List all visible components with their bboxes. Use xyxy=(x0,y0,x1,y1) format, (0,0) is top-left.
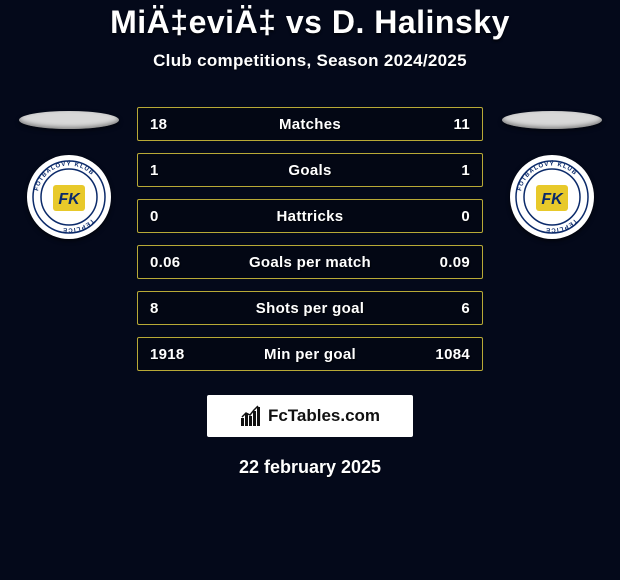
teplice-badge-icon: FOTBALOVÝ KLUB TEPLICE FK xyxy=(514,159,590,235)
page-subtitle: Club competitions, Season 2024/2025 xyxy=(0,51,620,71)
left-player-column: FOTBALOVÝ KLUB TEPLICE FK xyxy=(0,107,137,239)
svg-text:FK: FK xyxy=(58,191,81,208)
stat-label: Matches xyxy=(198,116,422,133)
stat-right-value: 0 xyxy=(422,208,482,225)
stat-bar: 0Hattricks0 xyxy=(137,199,483,233)
right-player-column: FOTBALOVÝ KLUB TEPLICE FK xyxy=(483,107,620,239)
left-club-badge: FOTBALOVÝ KLUB TEPLICE FK xyxy=(27,155,111,239)
svg-text:FK: FK xyxy=(541,191,564,208)
source-label: FcTables.com xyxy=(268,406,380,426)
snapshot-date: 22 february 2025 xyxy=(0,457,620,478)
stat-left-value: 0 xyxy=(138,208,198,225)
stat-left-value: 8 xyxy=(138,300,198,317)
stat-bar: 8Shots per goal6 xyxy=(137,291,483,325)
stat-left-value: 1 xyxy=(138,162,198,179)
stat-right-value: 6 xyxy=(422,300,482,317)
stat-bar: 0.06Goals per match0.09 xyxy=(137,245,483,279)
stat-right-value: 1 xyxy=(422,162,482,179)
stat-left-value: 0.06 xyxy=(138,254,198,271)
stat-right-value: 1084 xyxy=(422,346,482,363)
left-platform xyxy=(19,111,119,129)
stat-label: Hattricks xyxy=(198,208,422,225)
stat-bar: 1Goals1 xyxy=(137,153,483,187)
stat-bar: 1918Min per goal1084 xyxy=(137,337,483,371)
stat-label: Goals per match xyxy=(198,254,422,271)
stat-label: Min per goal xyxy=(198,346,422,363)
teplice-badge-icon: FOTBALOVÝ KLUB TEPLICE FK xyxy=(31,159,107,235)
right-platform xyxy=(502,111,602,129)
right-club-badge: FOTBALOVÝ KLUB TEPLICE FK xyxy=(510,155,594,239)
fctables-logo-icon xyxy=(240,405,262,427)
stat-right-value: 11 xyxy=(422,116,482,133)
page-title: MiÄ‡eviÄ‡ vs D. Halinsky xyxy=(0,4,620,41)
stat-label: Shots per goal xyxy=(198,300,422,317)
stat-right-value: 0.09 xyxy=(422,254,482,271)
stat-bar: 18Matches11 xyxy=(137,107,483,141)
stat-bars-container: 18Matches111Goals10Hattricks00.06Goals p… xyxy=(137,107,483,371)
stat-left-value: 1918 xyxy=(138,346,198,363)
comparison-layout: FOTBALOVÝ KLUB TEPLICE FK 18Matches111Go… xyxy=(0,107,620,371)
stat-left-value: 18 xyxy=(138,116,198,133)
stat-label: Goals xyxy=(198,162,422,179)
source-badge: FcTables.com xyxy=(207,395,413,437)
